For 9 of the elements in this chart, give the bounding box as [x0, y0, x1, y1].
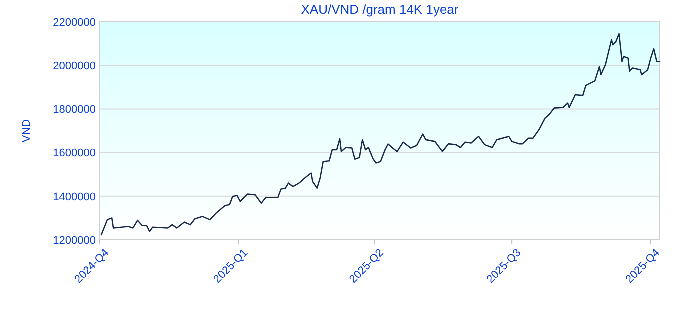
- y-tick-label: 2000000: [53, 60, 96, 72]
- y-tick-label: 1800000: [53, 104, 96, 116]
- y-tick-label: 1200000: [53, 234, 96, 247]
- y-axis-title: VND: [21, 119, 33, 143]
- y-tick-label: 1400000: [53, 191, 96, 204]
- line-series: [100, 33, 661, 236]
- y-tick-label: 2200000: [53, 16, 96, 29]
- chart-title: XAU/VND /gram 14K 1year: [301, 2, 460, 17]
- y-tick-label: 1600000: [53, 148, 96, 160]
